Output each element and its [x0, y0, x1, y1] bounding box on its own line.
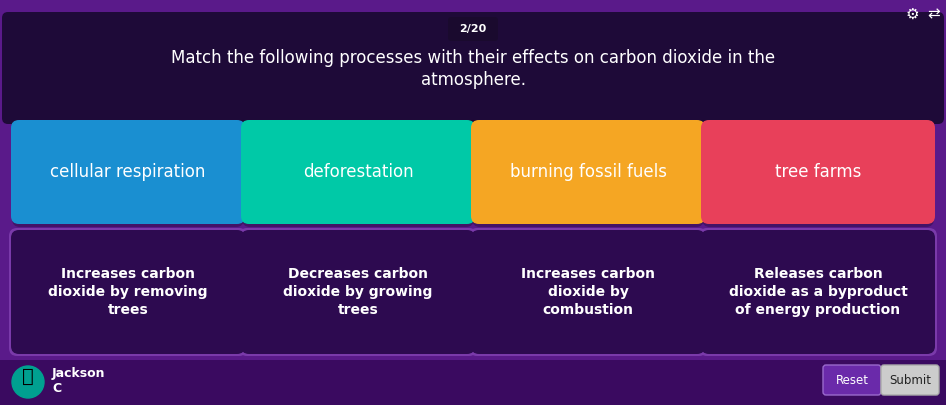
FancyBboxPatch shape: [701, 230, 935, 354]
FancyBboxPatch shape: [241, 230, 475, 354]
Text: cellular respiration: cellular respiration: [50, 163, 205, 181]
FancyBboxPatch shape: [241, 120, 475, 224]
FancyBboxPatch shape: [11, 230, 245, 354]
Bar: [0, 360, 946, 405]
Text: atmosphere.: atmosphere.: [421, 71, 525, 89]
Text: Releases carbon
dioxide as a byproduct
of energy production: Releases carbon dioxide as a byproduct o…: [728, 266, 907, 318]
Text: Reset: Reset: [835, 373, 868, 386]
Text: tree farms: tree farms: [775, 163, 861, 181]
Text: deforestation: deforestation: [303, 163, 413, 181]
FancyBboxPatch shape: [2, 12, 944, 124]
FancyBboxPatch shape: [448, 17, 498, 41]
Text: 2/20: 2/20: [460, 24, 486, 34]
FancyBboxPatch shape: [9, 228, 247, 356]
FancyBboxPatch shape: [12, 123, 244, 227]
Text: Match the following processes with their effects on carbon dioxide in the: Match the following processes with their…: [171, 49, 775, 67]
Text: ⇄: ⇄: [928, 6, 940, 21]
FancyBboxPatch shape: [469, 228, 707, 356]
FancyBboxPatch shape: [699, 228, 937, 356]
FancyBboxPatch shape: [881, 365, 939, 395]
Text: Decreases carbon
dioxide by growing
trees: Decreases carbon dioxide by growing tree…: [283, 266, 432, 318]
FancyBboxPatch shape: [242, 123, 474, 227]
Text: ⚙: ⚙: [905, 6, 919, 21]
Text: Increases carbon
dioxide by
combustion: Increases carbon dioxide by combustion: [521, 266, 655, 318]
Circle shape: [12, 366, 44, 398]
Text: Jackson: Jackson: [52, 367, 106, 381]
Text: Submit: Submit: [889, 373, 931, 386]
Text: 🧑: 🧑: [22, 367, 34, 386]
FancyBboxPatch shape: [472, 123, 704, 227]
Text: burning fossil fuels: burning fossil fuels: [510, 163, 667, 181]
FancyBboxPatch shape: [471, 120, 705, 224]
FancyBboxPatch shape: [11, 120, 245, 224]
FancyBboxPatch shape: [701, 120, 935, 224]
Text: C: C: [52, 382, 61, 394]
FancyBboxPatch shape: [239, 228, 477, 356]
Text: Increases carbon
dioxide by removing
trees: Increases carbon dioxide by removing tre…: [48, 266, 208, 318]
FancyBboxPatch shape: [702, 123, 934, 227]
FancyBboxPatch shape: [823, 365, 881, 395]
FancyBboxPatch shape: [471, 230, 705, 354]
